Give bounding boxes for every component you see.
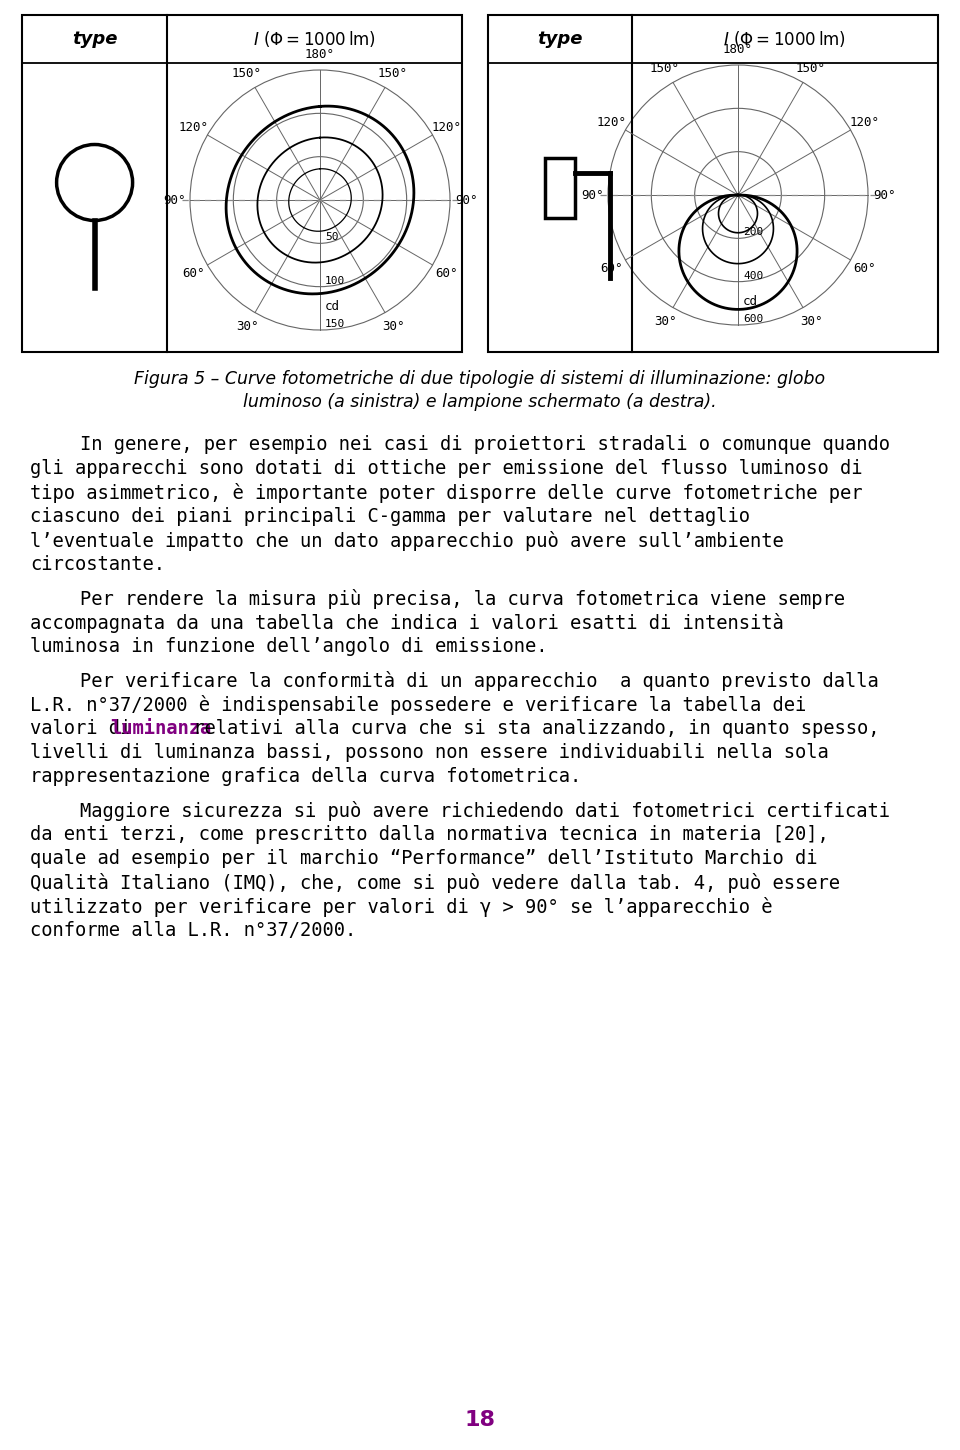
Text: gli apparecchi sono dotati di ottiche per emissione del flusso luminoso di: gli apparecchi sono dotati di ottiche pe…	[30, 460, 862, 479]
Text: 150°: 150°	[796, 62, 826, 75]
Text: 150: 150	[325, 319, 346, 329]
Text: 180°: 180°	[305, 48, 335, 61]
Text: 200: 200	[743, 228, 763, 238]
Text: relativi alla curva che si sta analizzando, in quanto spesso,: relativi alla curva che si sta analizzan…	[182, 719, 880, 738]
Text: Per verificare la conformità di un apparecchio  a quanto previsto dalla: Per verificare la conformità di un appar…	[80, 671, 878, 692]
Text: Qualità Italiano (IMQ), che, come si può vedere dalla tab. 4, può essere: Qualità Italiano (IMQ), che, come si può…	[30, 873, 840, 893]
Text: 150°: 150°	[232, 67, 262, 80]
Text: Maggiore sicurezza si può avere richiedendo dati fotometrici certificati: Maggiore sicurezza si può avere richiede…	[80, 800, 890, 821]
Text: tipo asimmetrico, è importante poter disporre delle curve fotometriche per: tipo asimmetrico, è importante poter dis…	[30, 483, 862, 503]
Text: 90°: 90°	[163, 193, 185, 206]
Text: type: type	[538, 30, 583, 48]
Text: 60°: 60°	[182, 267, 204, 280]
Text: 30°: 30°	[800, 315, 823, 328]
Text: 150°: 150°	[650, 62, 680, 75]
Text: 180°: 180°	[723, 42, 753, 55]
Text: 120°: 120°	[179, 120, 208, 133]
Text: valori di: valori di	[30, 719, 142, 738]
Text: 600: 600	[743, 315, 763, 323]
Text: 150°: 150°	[378, 67, 408, 80]
Text: Figura 5 – Curve fotometriche di due tipologie di sistemi di illuminazione: glob: Figura 5 – Curve fotometriche di due tip…	[134, 370, 826, 389]
Text: 120°: 120°	[850, 116, 879, 129]
Text: 30°: 30°	[382, 320, 404, 334]
Text: luminosa in funzione dell’angolo di emissione.: luminosa in funzione dell’angolo di emis…	[30, 637, 547, 655]
Text: 120°: 120°	[596, 116, 627, 129]
Text: luminanza: luminanza	[110, 719, 211, 738]
Text: 30°: 30°	[654, 315, 676, 328]
Text: 90°: 90°	[873, 188, 896, 202]
Text: $\it{I}$ $(\Phi=1000\,\mathrm{lm})$: $\it{I}$ $(\Phi=1000\,\mathrm{lm})$	[253, 29, 376, 49]
Text: utilizzato per verificare per valori di γ > 90° se l’apparecchio è: utilizzato per verificare per valori di …	[30, 898, 773, 916]
Text: 90°: 90°	[455, 193, 477, 206]
Text: luminoso (a sinistra) e lampione schermato (a destra).: luminoso (a sinistra) e lampione scherma…	[243, 393, 717, 410]
Text: 60°: 60°	[853, 261, 876, 274]
Text: quale ad esempio per il marchio “Performance” dell’Istituto Marchio di: quale ad esempio per il marchio “Perform…	[30, 850, 818, 869]
Text: 18: 18	[465, 1409, 495, 1430]
Text: ciascuno dei piani principali C-gamma per valutare nel dettaglio: ciascuno dei piani principali C-gamma pe…	[30, 507, 750, 526]
Text: cd: cd	[325, 300, 340, 313]
Text: 100: 100	[325, 276, 346, 286]
Text: 50: 50	[325, 232, 339, 242]
Text: l’eventuale impatto che un dato apparecchio può avere sull’ambiente: l’eventuale impatto che un dato apparecc…	[30, 531, 783, 551]
Text: 120°: 120°	[431, 120, 462, 133]
Text: 60°: 60°	[600, 261, 623, 274]
Text: conforme alla L.R. n°37/2000.: conforme alla L.R. n°37/2000.	[30, 921, 356, 940]
Text: circostante.: circostante.	[30, 555, 165, 574]
Text: 90°: 90°	[581, 188, 603, 202]
Text: L.R. n°37/2000 è indispensabile possedere e verificare la tabella dei: L.R. n°37/2000 è indispensabile posseder…	[30, 695, 806, 715]
Text: da enti terzi, come prescritto dalla normativa tecnica in materia [20],: da enti terzi, come prescritto dalla nor…	[30, 825, 828, 844]
Text: cd: cd	[743, 296, 758, 307]
Text: rappresentazione grafica della curva fotometrica.: rappresentazione grafica della curva fot…	[30, 767, 581, 786]
Text: In genere, per esempio nei casi di proiettori stradali o comunque quando: In genere, per esempio nei casi di proie…	[80, 435, 890, 454]
Text: 60°: 60°	[435, 267, 458, 280]
Text: 30°: 30°	[236, 320, 258, 334]
Text: type: type	[72, 30, 117, 48]
Text: livelli di luminanza bassi, possono non essere individuabili nella sola: livelli di luminanza bassi, possono non …	[30, 742, 828, 763]
Text: Per rendere la misura più precisa, la curva fotometrica viene sempre: Per rendere la misura più precisa, la cu…	[80, 589, 845, 609]
Text: $\it{I}$ $(\Phi=1000\,\mathrm{lm})$: $\it{I}$ $(\Phi=1000\,\mathrm{lm})$	[724, 29, 847, 49]
Text: 400: 400	[743, 271, 763, 281]
Text: accompagnata da una tabella che indica i valori esatti di intensità: accompagnata da una tabella che indica i…	[30, 613, 783, 634]
